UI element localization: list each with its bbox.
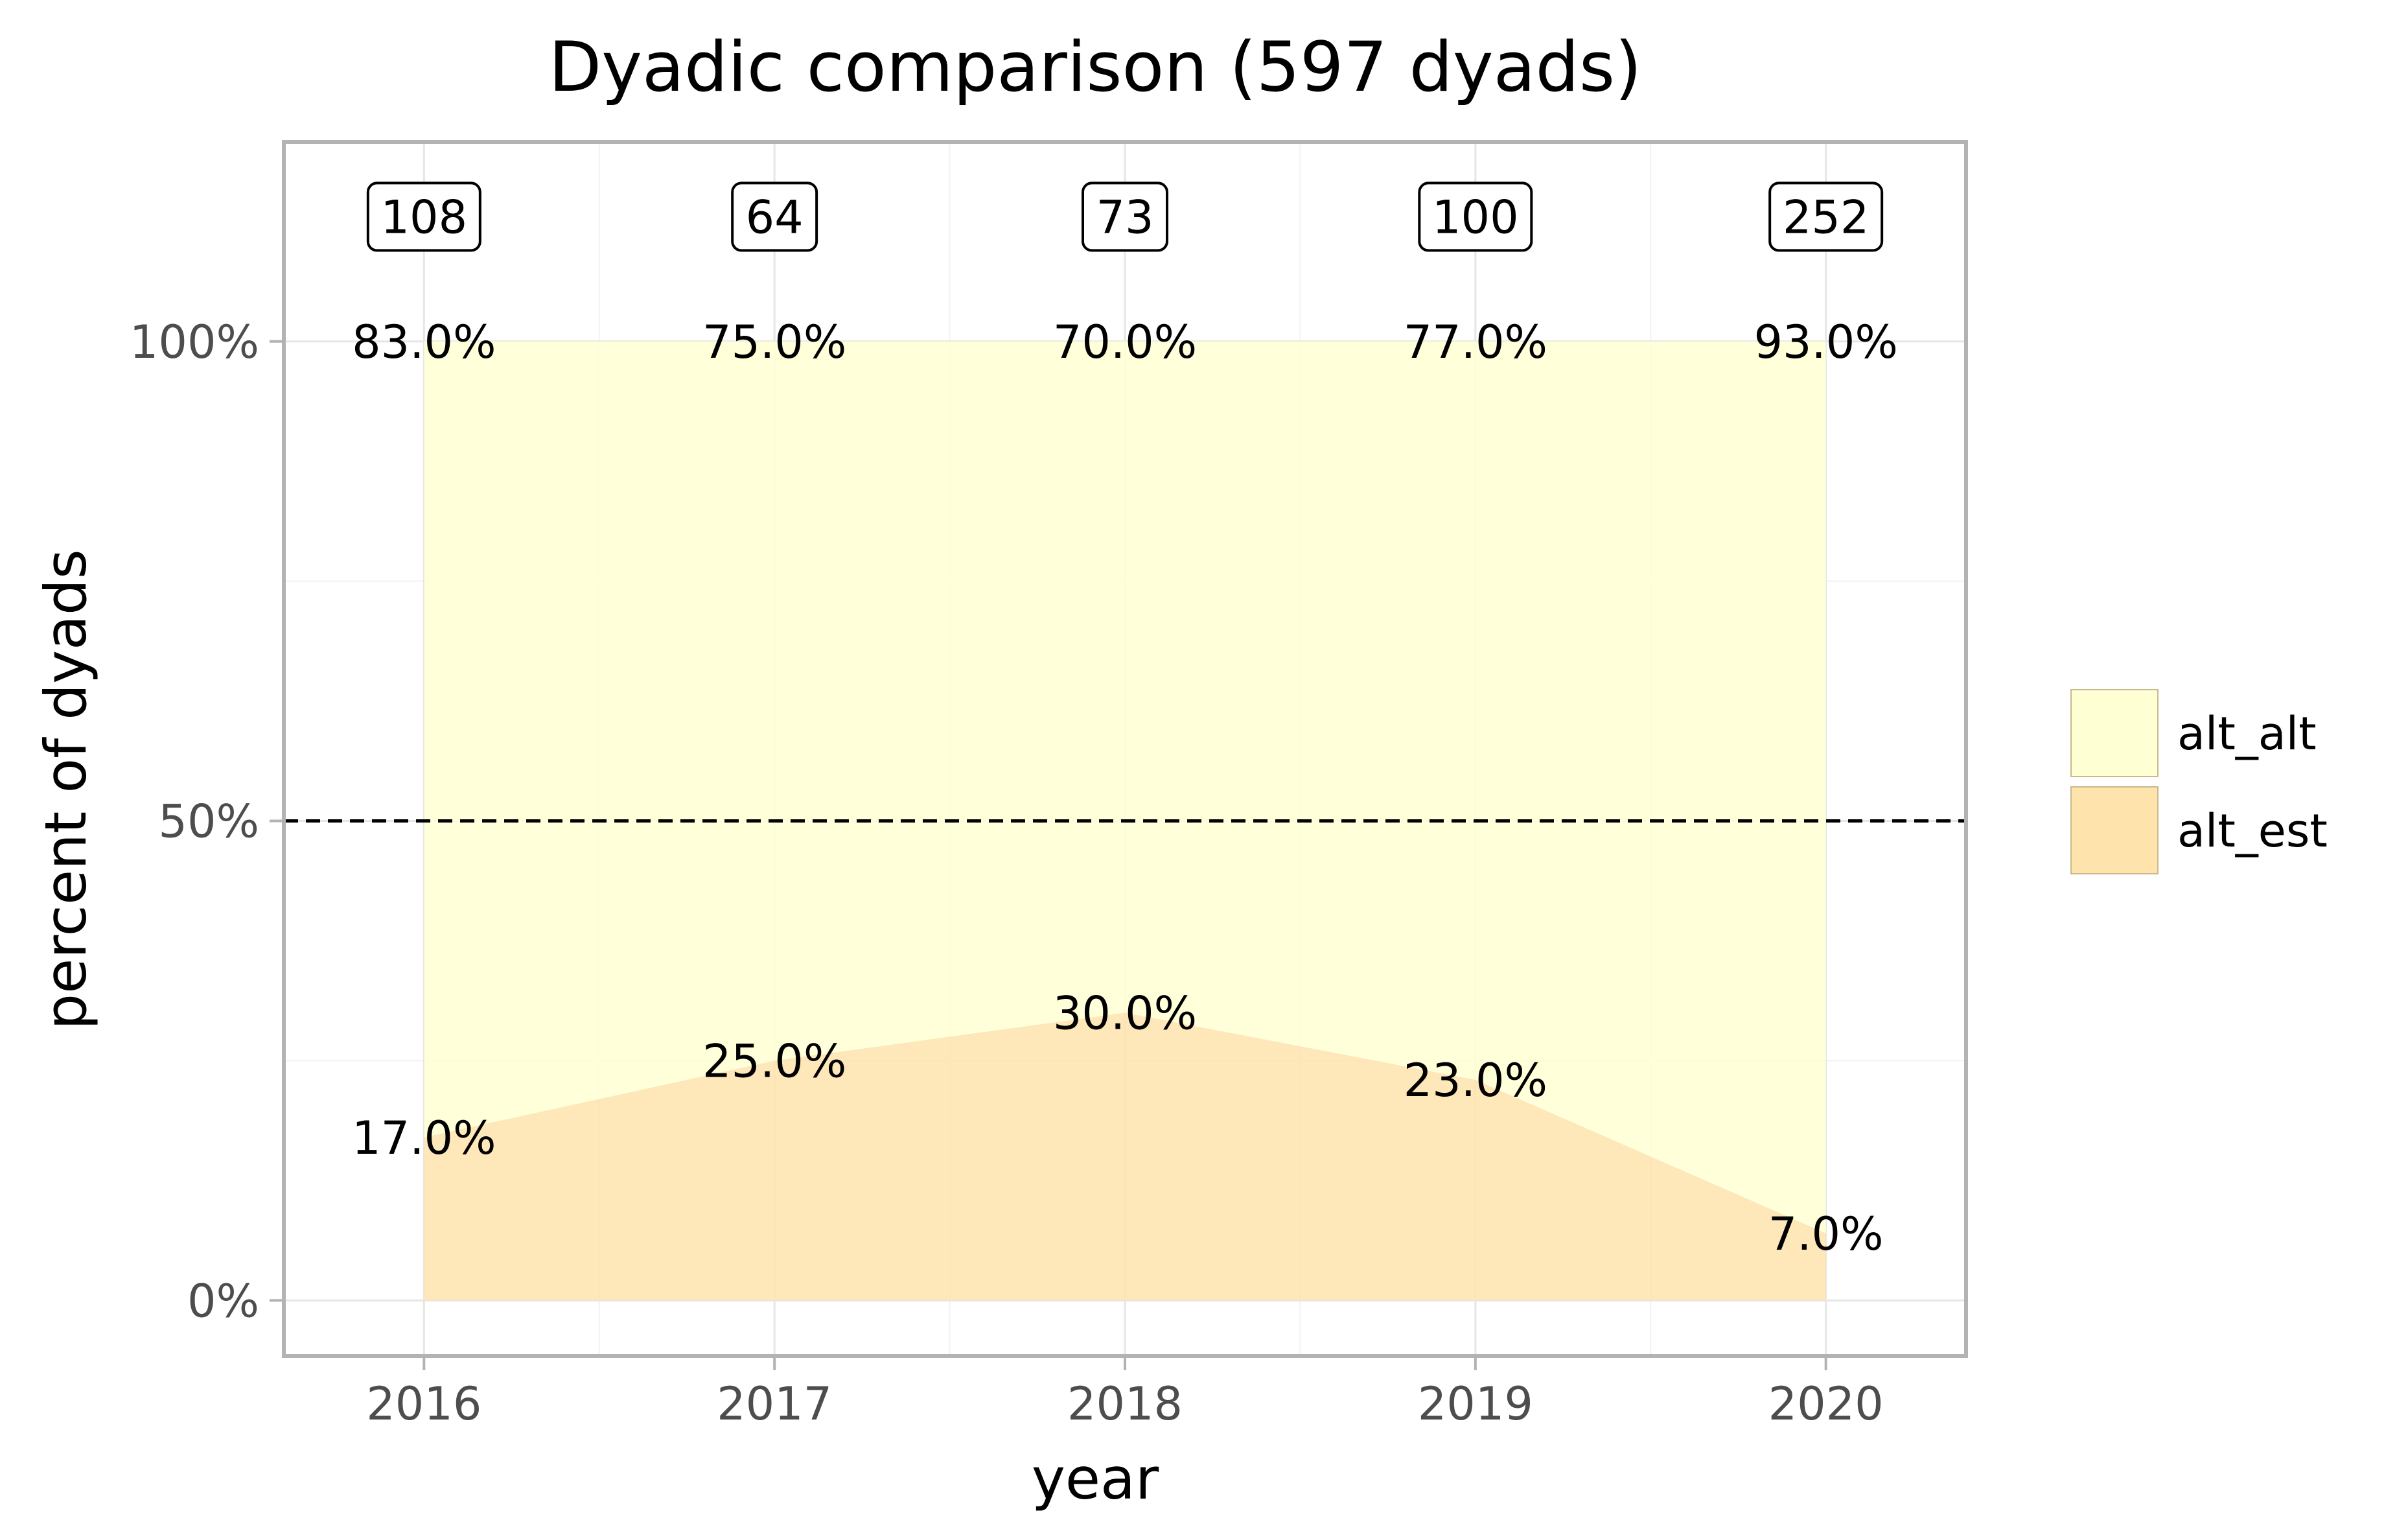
y-tick-label: 50% [158, 795, 259, 848]
legend-label-alt-est: alt_est [2177, 804, 2328, 858]
legend-key-alt-alt [2070, 689, 2159, 777]
data-label-alt-alt: 70.0% [1053, 316, 1197, 369]
count-label: 73 [1096, 191, 1153, 244]
plot-panel: 17.0% 25.0% 30.0% 23.0% 7.0% 83.0% 75.0% 70.0% 7… [130, 140, 1968, 1431]
data-label-alt-est: 30.0% [1053, 987, 1197, 1040]
legend: alt_alt alt_est [2070, 689, 2328, 874]
legend-key-alt-est [2070, 786, 2159, 874]
count-box [1768, 181, 1884, 252]
data-label-alt-alt: 83.0% [352, 316, 496, 369]
legend-label-alt-alt: alt_alt [2177, 707, 2317, 760]
data-label-alt-est: 17.0% [352, 1112, 496, 1165]
count-label: 108 [381, 191, 468, 244]
count-box [731, 181, 818, 252]
y-axis-title: percent of dyads [32, 549, 99, 1029]
area-alt-est [424, 1012, 1826, 1301]
data-label-alt-alt: 93.0% [1754, 316, 1897, 369]
x-tick-label: 2020 [1768, 1377, 1884, 1431]
y-tick-label: 0% [187, 1274, 259, 1327]
area-alt-alt [424, 341, 1826, 1233]
data-label-alt-alt: 77.0% [1404, 316, 1547, 369]
x-tick-label: 2019 [1418, 1377, 1533, 1431]
count-box [1418, 181, 1533, 252]
count-label: 252 [1783, 191, 1870, 244]
data-label-alt-est: 7.0% [1768, 1208, 1884, 1261]
count-label: 100 [1432, 191, 1519, 244]
count-box [1082, 181, 1168, 252]
x-tick-label: 2018 [1067, 1377, 1183, 1431]
count-label: 64 [746, 191, 804, 244]
y-tick-label: 100% [130, 316, 259, 369]
data-label-alt-est: 23.0% [1404, 1054, 1547, 1107]
x-tick-label: 2016 [366, 1377, 481, 1431]
data-label-alt-est: 25.0% [702, 1035, 846, 1088]
data-label-alt-alt: 75.0% [702, 316, 846, 369]
chart-title: Dyadic comparison (597 dyads) [549, 27, 1642, 107]
x-axis-title: year [1032, 1445, 1159, 1512]
x-tick-label: 2017 [717, 1377, 832, 1431]
count-box [366, 181, 481, 252]
